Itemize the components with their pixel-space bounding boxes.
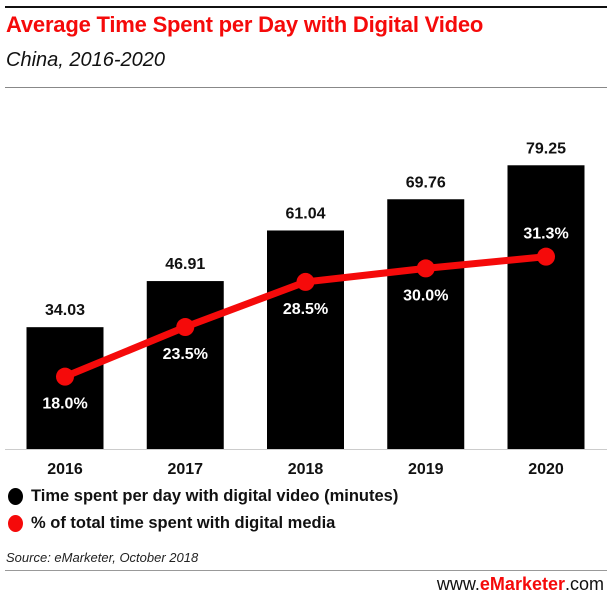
bar-2018 (267, 230, 344, 449)
bar-value-label: 69.76 (406, 174, 446, 191)
legend-red-dot-icon (8, 515, 23, 532)
bar-value-label: 34.03 (45, 302, 85, 319)
x-tick-label: 2020 (528, 461, 564, 478)
bar-value-label: 46.91 (165, 256, 205, 273)
footer-rule (5, 570, 607, 571)
legend-label: Time spent per day with digital video (m… (31, 487, 399, 505)
bar-value-label: 61.04 (285, 205, 325, 222)
bar-2016 (26, 327, 104, 449)
percent-label: 23.5% (163, 346, 208, 363)
percent-point-2018 (296, 272, 315, 291)
top-rule (5, 6, 607, 8)
percent-point-2019 (416, 259, 435, 278)
percent-label: 30.0% (403, 287, 448, 304)
percent-label: 31.3% (523, 226, 568, 243)
chart-subtitle: China, 2016-2020 (6, 49, 166, 71)
x-tick-label: 2016 (47, 461, 83, 478)
legend-black-dot-icon (8, 488, 23, 505)
bar-value-label: 79.25 (526, 140, 566, 157)
percent-label: 18.0% (42, 396, 87, 413)
percent-label: 28.5% (283, 301, 328, 318)
chart-area: 34.03 2016 46.91 2017 61.04 2018 69.76 2019 79.2… (5, 140, 607, 478)
x-tick-label: 2019 (408, 461, 444, 478)
bar-2020 (507, 165, 585, 449)
source-note: Source: eMarketer, October 2018 (6, 550, 199, 565)
legend-item-bars: Time spent per day with digital video (m… (8, 487, 398, 506)
brand-logo: www.eMarketer.com (436, 574, 604, 594)
bar-2017 (146, 281, 224, 449)
percent-point-2017 (176, 318, 195, 337)
chart-title: Average Time Spent per Day with Digital … (6, 12, 484, 37)
legend-item-line: % of total time spent with digital media (8, 514, 335, 533)
x-tick-label: 2018 (288, 461, 324, 478)
legend-label: % of total time spent with digital media (31, 514, 336, 532)
percent-point-2020 (537, 247, 555, 266)
bar-2019 (387, 199, 465, 449)
x-tick-label: 2017 (167, 461, 203, 478)
title-rule (5, 87, 607, 88)
percent-point-2016 (56, 367, 74, 386)
